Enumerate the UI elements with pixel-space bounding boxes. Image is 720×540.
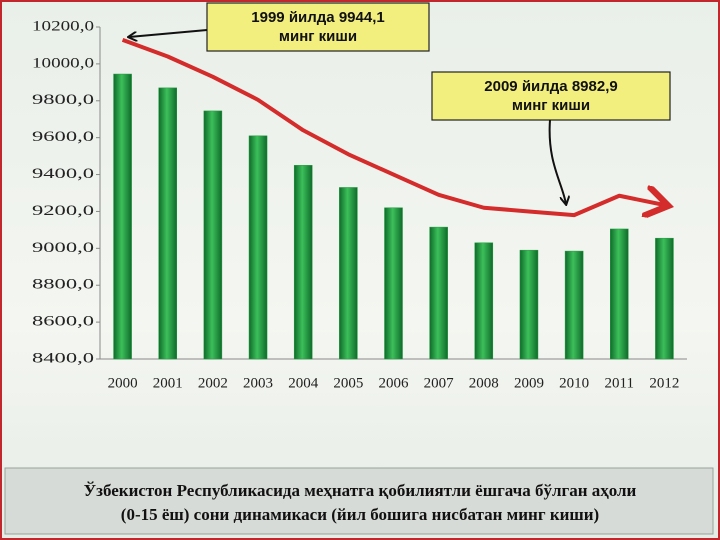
y-tick-label: 9200,0 [32,203,94,219]
bar [248,135,268,360]
y-tick-label: 9000,0 [32,240,94,256]
chart-title: Ўзбекистон Республикасида меҳнатга қобил… [84,481,637,500]
y-tick-label: 9800,0 [32,92,94,108]
trend-line [121,38,665,215]
caption-box [4,467,714,535]
bar [519,249,539,360]
y-tick-label: 10000,0 [32,55,94,71]
x-tick-label: 2002 [198,375,228,391]
annotation-text: 2009 йилда 8982,9 [484,78,617,95]
bar [610,228,629,360]
x-tick-label: 2011 [605,375,634,391]
y-tick-label: 9600,0 [32,129,94,145]
bar [655,237,674,360]
y-tick-label: 8400,0 [32,350,94,366]
bar [429,226,448,360]
bar [564,250,584,360]
x-tick-label: 2009 [514,375,544,391]
annotation-text: минг киши [512,97,590,114]
bar [158,87,177,360]
chart-title: (0-15 ёш) сони динамикаси (йил бошига ни… [121,505,599,524]
annotation-box [206,2,430,52]
bar [293,165,313,360]
y-tick-label: 9400,0 [32,166,94,182]
x-tick-label: 2003 [243,375,273,391]
y-tick-label: 8600,0 [32,314,94,330]
annotation-arrow [548,119,566,204]
bar [203,110,223,360]
x-tick-label: 2000 [108,375,138,391]
bar [113,73,132,360]
annotation-text: минг киши [279,28,357,45]
annotation-arrow [129,29,208,37]
x-tick-label: 2005 [333,375,363,391]
y-tick-label: 8800,0 [32,277,94,293]
bar [384,207,403,360]
x-tick-label: 2007 [424,375,455,391]
bar [339,187,358,360]
x-tick-label: 2004 [288,375,319,391]
annotation-box [431,71,671,121]
bar [474,242,494,360]
x-tick-label: 2001 [153,375,183,391]
x-tick-label: 2010 [559,375,589,391]
annotation-text: 1999 йилда 9944,1 [251,9,384,26]
x-tick-label: 2012 [649,375,679,391]
y-tick-label: 10200,0 [32,18,94,34]
x-tick-label: 2008 [469,375,499,391]
x-tick-label: 2006 [379,375,410,391]
